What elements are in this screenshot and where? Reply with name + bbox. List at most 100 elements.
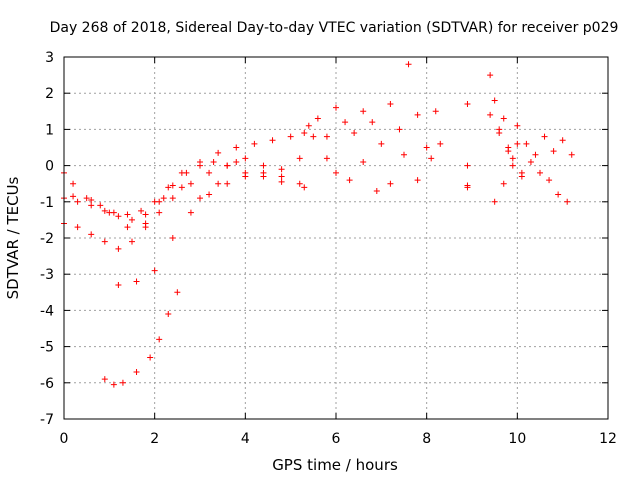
x-tick-label: 12 [599, 431, 617, 447]
data-point-arc-e [174, 289, 181, 296]
data-point-arc-e [133, 368, 140, 375]
data-point-arc-h [360, 158, 367, 165]
data-point-arc-k [496, 130, 503, 137]
y-tick-label: 3 [45, 50, 54, 66]
data-point-arc-j [537, 169, 543, 176]
data-point-arc-a [70, 180, 77, 187]
data-point-arc-g [342, 119, 349, 126]
data-point-arc-c [101, 238, 108, 245]
data-point-arc-g [414, 111, 421, 118]
data-point-arc-g [432, 108, 439, 115]
y-tick-label: -2 [40, 231, 54, 247]
data-point-arc-e [165, 311, 172, 318]
data-point-arc-h [310, 133, 317, 140]
data-point-arc-g [305, 122, 312, 129]
data-point-arc-c [129, 238, 135, 245]
data-point-arc-a [83, 195, 90, 202]
data-point-arc-d [278, 166, 285, 173]
x-tick-label: 6 [332, 431, 341, 447]
data-point-arc-j [555, 191, 562, 198]
data-point-arc-i [532, 151, 539, 158]
data-point-arc-d [133, 278, 140, 285]
y-tick-label: -1 [40, 195, 54, 211]
x-tick-label: 10 [508, 431, 526, 447]
data-point-arc-k [487, 72, 494, 79]
data-point-arc-g [351, 130, 358, 137]
data-point-arc-a [269, 137, 276, 144]
data-point-arc-d [260, 169, 267, 176]
data-point-arc-f [142, 220, 149, 227]
data-point-arc-g [360, 108, 367, 115]
y-tick-label: -4 [40, 303, 54, 319]
data-point-arc-b [183, 169, 190, 176]
data-point-arc-a [124, 211, 131, 218]
data-point-arc-i [550, 148, 557, 155]
data-point-arc-d [296, 155, 303, 162]
y-axis-title: SDTVAR / TECUs [4, 176, 22, 299]
data-point-arc-c [242, 155, 249, 162]
data-point-arc-h [428, 155, 435, 162]
data-point-arc-h [323, 155, 330, 162]
data-point-arc-b [129, 216, 135, 223]
data-point-arc-i [568, 151, 575, 158]
data-point-arc-c [260, 162, 267, 169]
data-point-arc-c [169, 195, 176, 202]
data-point-arc-a [287, 133, 294, 140]
data-point-arc-f [160, 195, 167, 202]
data-point-arc-b [156, 198, 163, 205]
data-point-arc-d [187, 209, 194, 216]
data-point-arc-b [115, 213, 122, 220]
x-tick-label: 4 [241, 431, 250, 447]
data-point-arc-h [414, 177, 421, 184]
data-point-arc-k [518, 169, 525, 176]
data-point-arc-i [514, 122, 521, 129]
data-point-arc-k [514, 140, 521, 147]
data-points [61, 61, 575, 388]
data-point-arc-g [423, 144, 430, 151]
data-point-arc-f [178, 184, 185, 191]
data-point-arc-a [215, 149, 222, 156]
data-point-arc-i [541, 133, 548, 140]
data-point-arc-g [396, 126, 403, 133]
x-tick-label: 2 [150, 431, 159, 447]
data-point-arc-l [464, 162, 471, 169]
data-point-arc-a [138, 207, 145, 214]
data-point-arc-b [101, 207, 108, 214]
y-tick-label: -5 [40, 340, 54, 356]
data-point-arc-b [142, 211, 149, 218]
chart-title: Day 268 of 2018, Sidereal Day-to-day VTE… [50, 20, 619, 36]
data-point-arc-f [124, 224, 131, 231]
data-point-arc-c [206, 169, 213, 176]
data-point-arc-c [224, 162, 231, 169]
y-tick-label: -3 [40, 267, 54, 283]
grid-lines [64, 57, 608, 419]
data-point-arc-e [119, 379, 126, 386]
data-point-arc-c [296, 180, 303, 187]
data-point-arc-d [224, 180, 231, 187]
data-point-arc-g [369, 119, 376, 126]
data-point-arc-k [500, 115, 507, 122]
data-point-arc-d [206, 191, 213, 198]
data-point-arc-j [500, 180, 507, 187]
data-point-arc-f [70, 193, 77, 200]
data-point-arc-h [333, 169, 339, 176]
data-point-arc-g [314, 115, 321, 122]
data-point-arc-c [74, 224, 81, 231]
data-point-arc-j [546, 177, 553, 184]
y-tick-label: 2 [45, 86, 54, 102]
data-point-arc-c [115, 245, 122, 252]
data-point-arc-b [301, 184, 308, 191]
data-point-arc-j [564, 198, 571, 205]
data-point-arc-d [151, 267, 158, 274]
data-point-arc-h [387, 180, 394, 187]
data-point-arc-c [156, 209, 163, 216]
data-point-arc-d [115, 282, 122, 289]
data-point-arc-b [278, 178, 285, 185]
y-tick-label: 1 [45, 122, 54, 138]
y-tick-label: -6 [40, 376, 54, 392]
data-point-arc-c [278, 173, 285, 180]
data-point-arc-d [169, 235, 176, 241]
data-point-arc-b [169, 182, 176, 189]
